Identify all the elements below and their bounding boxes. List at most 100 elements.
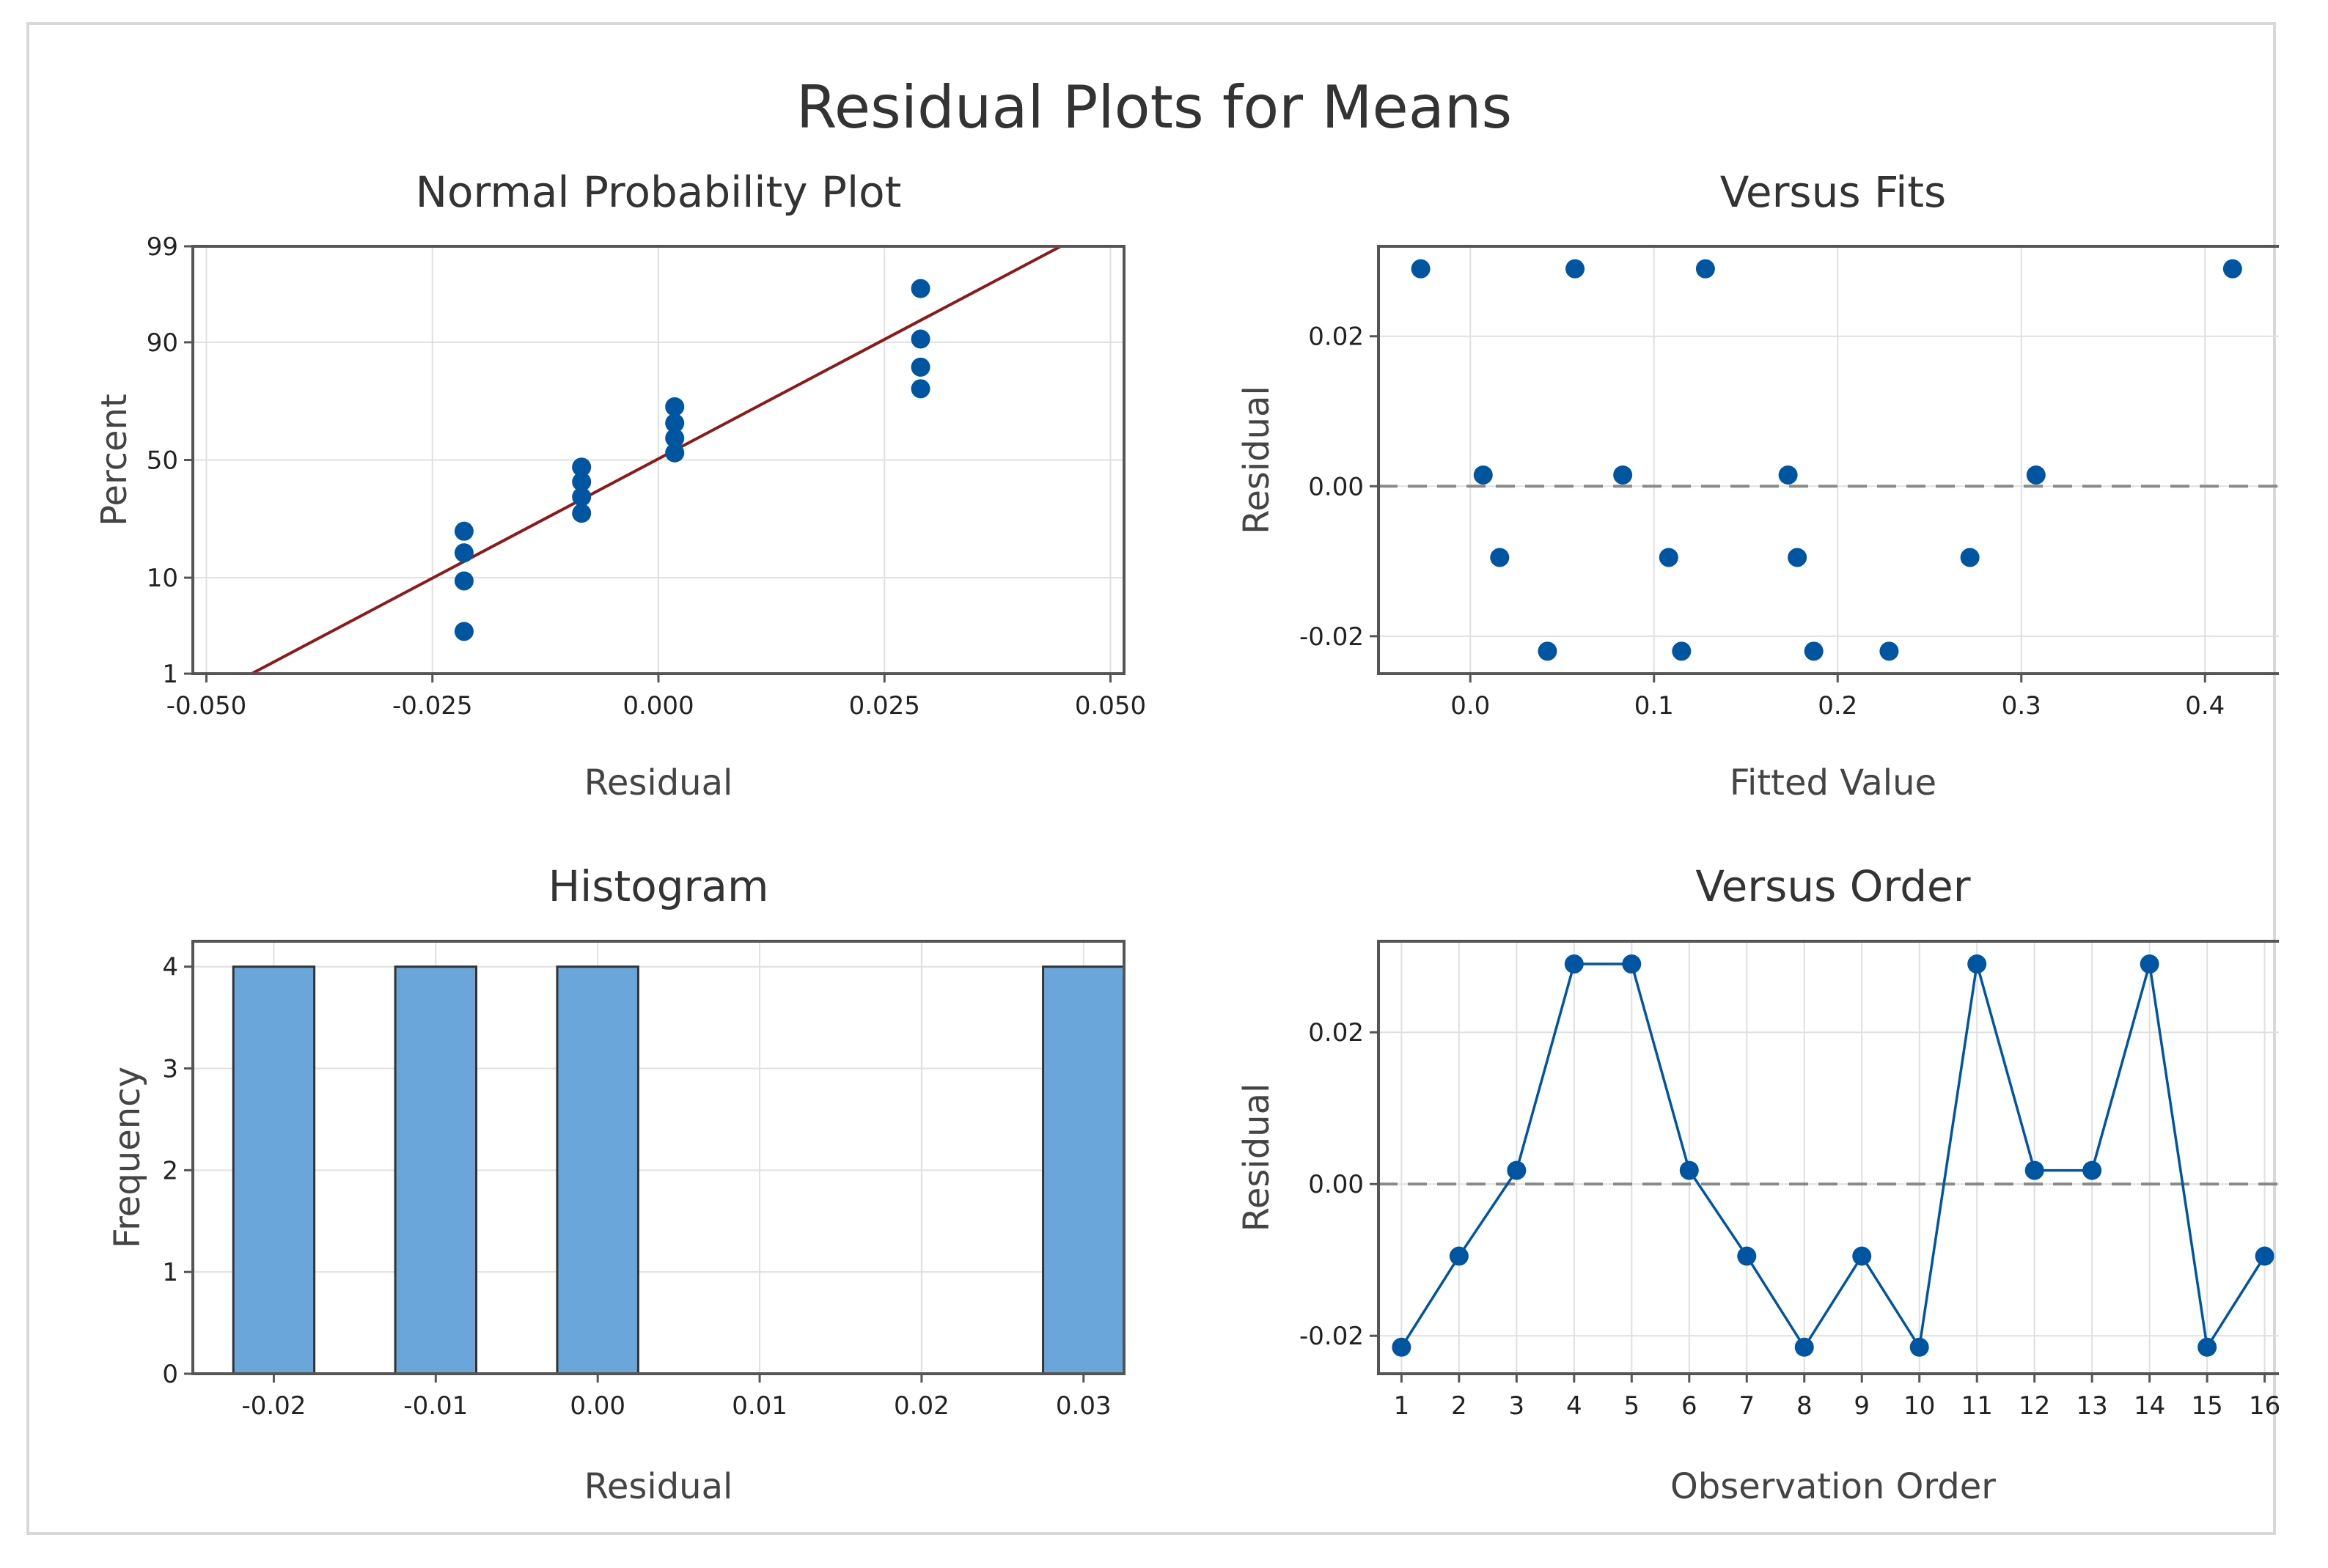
x-tick-label: 11 [1961, 1391, 1993, 1421]
y-axis-label: Percent [94, 394, 135, 526]
panel-title: Histogram [548, 861, 769, 911]
x-tick-label: 3 [1509, 1391, 1525, 1421]
histogram-bar [1042, 965, 1126, 1375]
panel-title: Normal Probability Plot [416, 167, 902, 217]
x-tick-label: 0.1 [1634, 691, 1674, 721]
data-point [1613, 465, 1633, 485]
y-tick-label: -0.02 [1299, 622, 1364, 652]
data-point [1679, 1160, 1699, 1180]
x-tick-label: 15 [2191, 1391, 2222, 1421]
y-axis-label: Residual [1236, 1083, 1277, 1232]
data-point [665, 443, 685, 463]
x-tick-label: -0.050 [166, 691, 247, 721]
histogram-bar [394, 965, 478, 1375]
panel-versus-order: Versus Order Observation Order Residual 1 2 3… [1236, 861, 2279, 1507]
data-point [572, 504, 592, 523]
x-tick-label: 1 [1394, 1391, 1410, 1421]
panel-versus-fits: Versus Fits Fitted Value Residual 0.0 0.1 0.2… [1236, 167, 2279, 803]
x-tick-label: 9 [1854, 1391, 1870, 1421]
data-point [1473, 465, 1493, 485]
data-point [2140, 954, 2159, 974]
data-point [1622, 954, 1642, 974]
y-tick-label: -0.02 [1299, 1322, 1364, 1351]
series-line [1400, 962, 2266, 1351]
x-tick-label: 0.03 [1056, 1391, 1112, 1421]
data-point [454, 543, 474, 563]
data-point [1538, 641, 1557, 661]
x-tick-label: 10 [1903, 1391, 1935, 1421]
y-tick-label: 0.00 [1308, 1170, 1364, 1199]
y-tick-label: 0.00 [1308, 472, 1364, 501]
data-point [1794, 1337, 1814, 1357]
y-tick-label: 10 [147, 564, 178, 593]
x-axis-label: Residual [584, 762, 733, 803]
data-point [911, 279, 930, 298]
data-point [572, 457, 592, 477]
x-tick-label: 5 [1623, 1391, 1639, 1421]
data-point [911, 357, 930, 377]
y-tick-label: 3 [162, 1055, 178, 1084]
x-tick-label: 4 [1566, 1391, 1582, 1421]
data-point [572, 487, 592, 507]
x-tick-label: 14 [2134, 1391, 2165, 1421]
x-tick-label: 0.00 [570, 1391, 625, 1421]
data-point [1659, 548, 1678, 567]
data-point [1392, 1337, 1411, 1357]
data-point [665, 397, 685, 416]
panel-title: Versus Fits [1720, 167, 1947, 217]
data-point [911, 329, 930, 349]
data-point [2255, 1246, 2274, 1266]
data-point [1695, 259, 1715, 279]
residual-plots-figure: Residual Plots for Means Normal Probabil… [94, 73, 2279, 1507]
data-point [1852, 1246, 1872, 1266]
data-point [1737, 1246, 1757, 1266]
y-tick-label: 0.02 [1308, 323, 1364, 352]
data-point [2197, 1337, 2217, 1357]
data-point [1804, 641, 1824, 661]
y-tick-label: 50 [147, 446, 178, 476]
data-point [454, 622, 474, 641]
data-point [1565, 259, 1585, 279]
data-point [665, 413, 685, 433]
data-point [1960, 548, 1980, 567]
y-axis-label: Residual [1236, 386, 1277, 534]
y-tick-label: 99 [147, 232, 178, 262]
data-point [454, 521, 474, 541]
data-point [665, 428, 685, 448]
x-tick-label: 2 [1451, 1391, 1467, 1421]
data-point [1879, 641, 1899, 661]
data-point [2024, 1160, 2044, 1180]
data-point [1449, 1246, 1469, 1266]
x-tick-label: 0.000 [623, 691, 694, 721]
histogram-bar [556, 965, 639, 1375]
data-point [1490, 548, 1510, 567]
plot-area-frame [191, 940, 1126, 1375]
fit-line [251, 245, 1062, 675]
data-point [1788, 548, 1807, 567]
panel-title: Versus Order [1695, 861, 1970, 911]
x-tick-label: -0.025 [392, 691, 473, 721]
x-tick-label: 0.050 [1075, 691, 1146, 721]
figure-title: Residual Plots for Means [796, 73, 1512, 141]
x-tick-label: 0.0 [1450, 691, 1490, 721]
data-point [1564, 954, 1584, 974]
panel-histogram: Histogram Residual Frequency -0.02 -0.01 0.00… [107, 861, 1126, 1507]
x-axis-label: Observation Order [1670, 1466, 1996, 1507]
y-tick-label: 4 [162, 953, 178, 982]
data-point [1507, 1160, 1527, 1180]
data-point [2222, 259, 2242, 279]
x-tick-label: 16 [2249, 1391, 2279, 1421]
x-axis-label: Residual [584, 1466, 733, 1507]
x-tick-label: -0.02 [241, 1391, 306, 1421]
plot-area-frame [1377, 940, 2279, 1375]
y-tick-label: 1 [162, 660, 178, 689]
panel-normal-probability-plot: Normal Probability Plot Residual Percent -0… [94, 167, 1146, 803]
x-tick-label: 0.2 [1818, 691, 1857, 721]
x-axis-label: Fitted Value [1730, 762, 1936, 803]
histogram-bar [232, 965, 316, 1375]
x-tick-label: 0.4 [2185, 691, 2225, 721]
data-point [1967, 954, 1987, 974]
x-tick-label: 0.3 [2002, 691, 2041, 721]
x-tick-label: -0.01 [403, 1391, 468, 1421]
data-point [1778, 465, 1798, 485]
